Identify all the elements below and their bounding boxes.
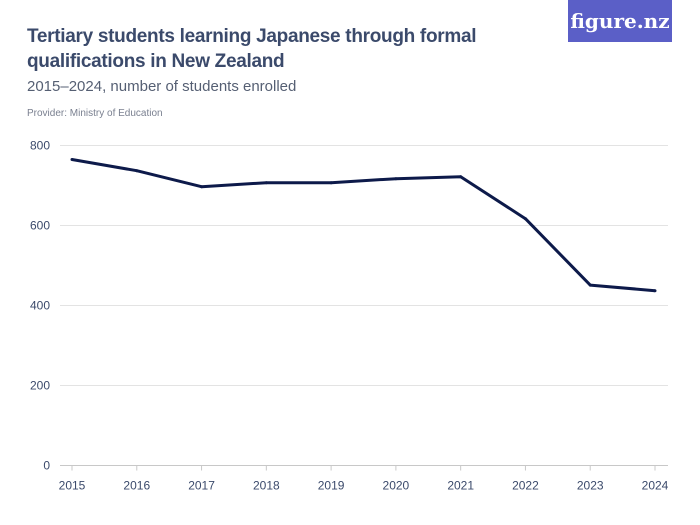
series-line (71, 158, 656, 293)
y-tick-label: 200 (30, 379, 50, 393)
x-tick-label: 2020 (383, 479, 410, 493)
chart-title: Tertiary students learning Japanese thro… (27, 26, 477, 72)
y-tick-label: 400 (30, 299, 50, 313)
data-point (70, 158, 74, 161)
data-point (329, 181, 333, 185)
x-tick-label: 2019 (318, 479, 345, 493)
data-point (459, 175, 463, 179)
chart-subtitle: 2015–2024, number of students enrolled (27, 78, 297, 95)
x-tick-label: 2022 (512, 479, 539, 493)
data-point (135, 169, 139, 173)
y-tick-label: 800 (30, 139, 50, 153)
x-tick-label: 2017 (188, 479, 215, 493)
x-tick-label: 2021 (447, 479, 474, 493)
x-tick-label: 2024 (642, 479, 669, 493)
x-tick-label: 2015 (59, 479, 86, 493)
x-tick-label: 2016 (123, 479, 150, 493)
data-point (588, 283, 592, 287)
y-tick-label: 600 (30, 219, 50, 233)
data-point (200, 185, 204, 189)
provider-note: Provider: Ministry of Education (27, 108, 163, 119)
data-point (394, 177, 398, 181)
x-tick-label: 2018 (253, 479, 280, 493)
x-tick-label: 2023 (577, 479, 604, 493)
y-tick-label: 0 (43, 459, 50, 473)
data-point (523, 217, 527, 221)
data-point (653, 289, 657, 293)
figure-nz-logo[interactable]: figure.nz (568, 0, 672, 42)
data-point (264, 181, 268, 185)
